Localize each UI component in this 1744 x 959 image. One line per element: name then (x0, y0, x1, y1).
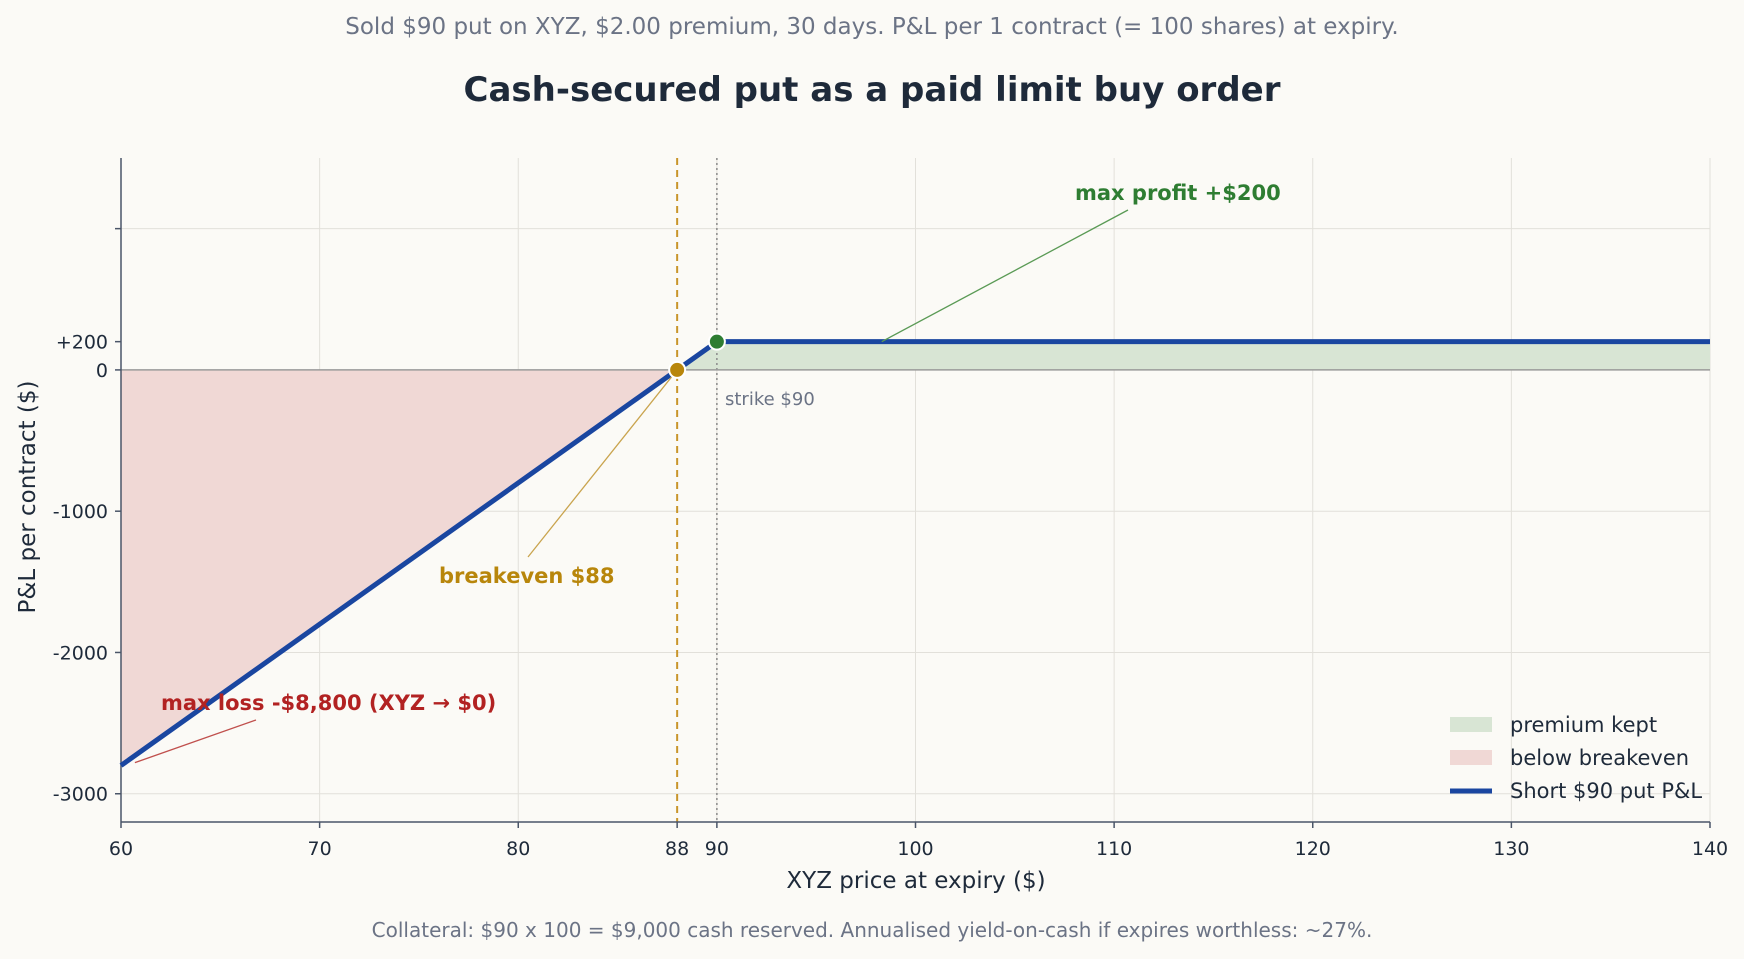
y-tick-label--1000: -1000 (53, 501, 108, 523)
leader-max-profit (881, 209, 1129, 343)
legend-label-premium-kept: premium kept (1510, 713, 1657, 737)
chart-subtitle: Sold $90 put on XYZ, $2.00 premium, 30 d… (345, 14, 1399, 40)
x-tick-label-70: 70 (308, 838, 332, 860)
x-tick-label-100: 100 (897, 838, 933, 860)
legend-label-short-put: Short $90 put P&L (1510, 779, 1702, 803)
x-tick-label-60: 60 (109, 838, 133, 860)
marker-breakeven (668, 360, 687, 379)
y-tick-label--2000: -2000 (53, 642, 108, 664)
series-line-short-put (119, 339, 1710, 768)
legend: premium kept below breakeven Short $90 p… (1450, 713, 1702, 803)
annotation-leaders (134, 209, 1129, 764)
x-tick-label-88: 88 (665, 838, 689, 860)
grid (120, 158, 1711, 822)
leader-breakeven (527, 369, 678, 558)
chart-title: Cash-secured put as a paid limit buy ord… (463, 70, 1281, 110)
series-lines (119, 339, 1710, 768)
leader-max-loss (134, 719, 257, 764)
markers (668, 332, 726, 379)
chart-footnote: Collateral: $90 x 100 = $9,000 cash rese… (371, 918, 1373, 942)
axis-titles: XYZ price at expiry ($) P&L per contract… (15, 381, 1046, 894)
fill-premium-kept (677, 341, 1710, 370)
y-tick-label--3000: -3000 (53, 784, 108, 806)
annotations: max profit +$200 breakeven $88 max loss … (161, 181, 1281, 715)
x-tick-label-110: 110 (1096, 838, 1132, 860)
max-profit-annotation: max profit +$200 (1075, 181, 1281, 205)
legend-label-below-breakeven: below breakeven (1510, 746, 1689, 770)
breakeven-annotation: breakeven $88 (439, 564, 614, 588)
marker-strike (707, 332, 726, 351)
y-tick-label-0: 0 (96, 360, 108, 382)
x-axis-title: XYZ price at expiry ($) (786, 868, 1045, 894)
vertical-lines (676, 158, 718, 822)
y-tick-label-200: +200 (56, 332, 108, 354)
x-tick-label-130: 130 (1493, 838, 1529, 860)
x-tick-label-80: 80 (506, 838, 530, 860)
max-loss-annotation: max loss -$8,800 (XYZ → $0) (161, 691, 496, 715)
y-axis-title: P&L per contract ($) (15, 381, 41, 614)
x-tick-label-90: 90 (705, 838, 729, 860)
legend-swatch-premium-kept (1450, 717, 1492, 732)
strike-annotation: strike $90 (725, 389, 815, 410)
axes: 60 70 80 88 90 100 110 120 130 140 -3000 -2000 -1000… (53, 158, 1728, 860)
x-tick-label-140: 140 (1692, 838, 1728, 860)
x-tick-label-120: 120 (1295, 838, 1331, 860)
legend-swatch-below-breakeven (1450, 750, 1492, 765)
